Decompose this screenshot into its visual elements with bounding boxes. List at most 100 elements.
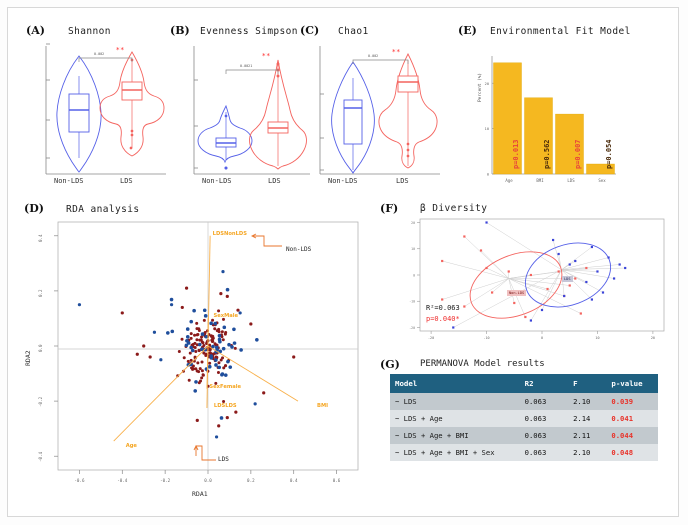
rda-point [217,365,222,370]
panel-c-cat-lds: LDS [396,177,409,185]
svg-text:20: 20 [485,82,489,86]
cell-r2: 0.063 [519,444,569,461]
rda-point [195,321,199,325]
panel-b-cat-nonlds: Non-LDS [202,177,232,185]
rda-point [221,338,225,342]
rda-point [208,361,212,365]
cell-r2: 0.063 [519,427,569,444]
panel-d-ylabel: RDA2 [24,350,32,366]
panel-d-xtick: -0.2 [160,478,171,483]
rda-point [221,356,225,360]
panel-f-xtick: -10 [483,336,490,340]
rda-point [202,318,206,322]
table-row: ~ LDS + Age + BMI 0.063 2.11 0.044 [390,427,658,444]
rda-point [197,342,202,347]
panel-e-cat-sex: Sex [598,178,606,183]
panel-d-xtick: 0.6 [332,478,341,483]
cell-pvalue: 0.048 [606,444,658,461]
panel-a-stars: ** [116,46,125,54]
beta-point-non-lds [490,291,494,294]
rda-point [190,348,195,353]
bar-label-age: p=0.013 [511,139,520,169]
rda-point [233,346,237,350]
rda-point [197,329,201,333]
rda-vector-ldslds [206,345,209,409]
rda-point [234,410,238,414]
beta-point-non-lds [463,305,466,308]
rda-point [217,424,221,428]
beta-point-non-lds [524,315,527,319]
rda-point [201,373,205,377]
panel-d-xtick: 0.4 [289,478,298,483]
rda-point [214,381,218,385]
beta-point-lds [485,221,488,224]
panel-f-xtick: 10 [595,336,600,340]
ellipse-lds [524,242,612,308]
panel-g-tag: (G) [380,358,400,371]
rda-point [262,391,266,395]
rda-point [226,359,230,364]
beta-point-non-lds [529,273,533,277]
rda-point [209,354,214,358]
rda-point [209,321,213,326]
beta-point-non-lds [441,298,444,301]
panel-g-title: PERMANOVA Model results [420,359,545,369]
rda-point [195,338,199,342]
panel-f-tag: (F) [380,202,399,215]
rda-point [200,335,204,339]
rda-vector-bmi [207,345,299,402]
panel-b-cat-lds: LDS [268,177,281,185]
cell-f: 2.10 [568,444,607,461]
panel-d-scatter-chart [54,221,359,474]
panel-b-tag: (B) [170,24,190,37]
rda-point [189,336,193,340]
panel-d-xlabel: RDA1 [192,490,208,498]
panel-a-title: Shannon [68,26,111,37]
panel-f-pvalue: p=0.040* [426,315,460,323]
rda-point [217,327,221,331]
bar-lds [555,113,584,175]
panel-b-evenness: (B) Evenness Simpson [168,22,318,192]
rda-point [214,363,218,367]
rda-point [176,374,180,378]
rda-point [186,359,190,363]
rda-point [214,358,218,362]
rda-point [180,305,184,310]
rda-point [236,308,240,312]
panel-d-ytick: -0.2 [38,397,43,408]
bar-age [493,62,522,175]
beta-point-lds [590,298,594,301]
rda-label-bmi: BMI [317,403,329,410]
panel-e-cat-bmi: BMI [536,178,544,183]
bar-bmi [524,97,553,175]
rda-point [253,402,257,406]
rda-point [194,380,198,384]
rda-point [225,294,229,298]
rda-point [184,343,189,348]
rda-point [77,303,82,307]
cell-pvalue: 0.044 [606,427,658,444]
panel-d-xtick: 0.2 [247,478,255,483]
rda-point [197,370,201,374]
rda-point [185,339,189,343]
beta-point-non-lds [463,235,466,238]
rda-point [187,378,191,382]
panel-e-tag: (E) [458,24,477,37]
rda-point [207,364,212,369]
violin-lds [249,59,307,170]
table-row: ~ LDS + Age 0.063 2.14 0.041 [390,410,658,427]
panel-e-cat-age: Age [505,178,513,183]
bar-label-bmi: p=0.562 [542,139,551,169]
rda-point [202,351,206,355]
rda-label-sexfemale: SexFemale [209,383,242,390]
panel-a-shannon: (A) Shannon [24,22,174,192]
rda-point [230,345,234,349]
panel-f-xtick: 0 [540,336,544,340]
rda-point [232,327,236,332]
rda-point [193,333,197,337]
panel-d-callout-lds: LDS [218,456,229,463]
panel-c-tag: (C) [300,24,320,37]
beta-point-non-lds [579,312,582,315]
panel-e-title: Environmental Fit Model [490,26,631,37]
